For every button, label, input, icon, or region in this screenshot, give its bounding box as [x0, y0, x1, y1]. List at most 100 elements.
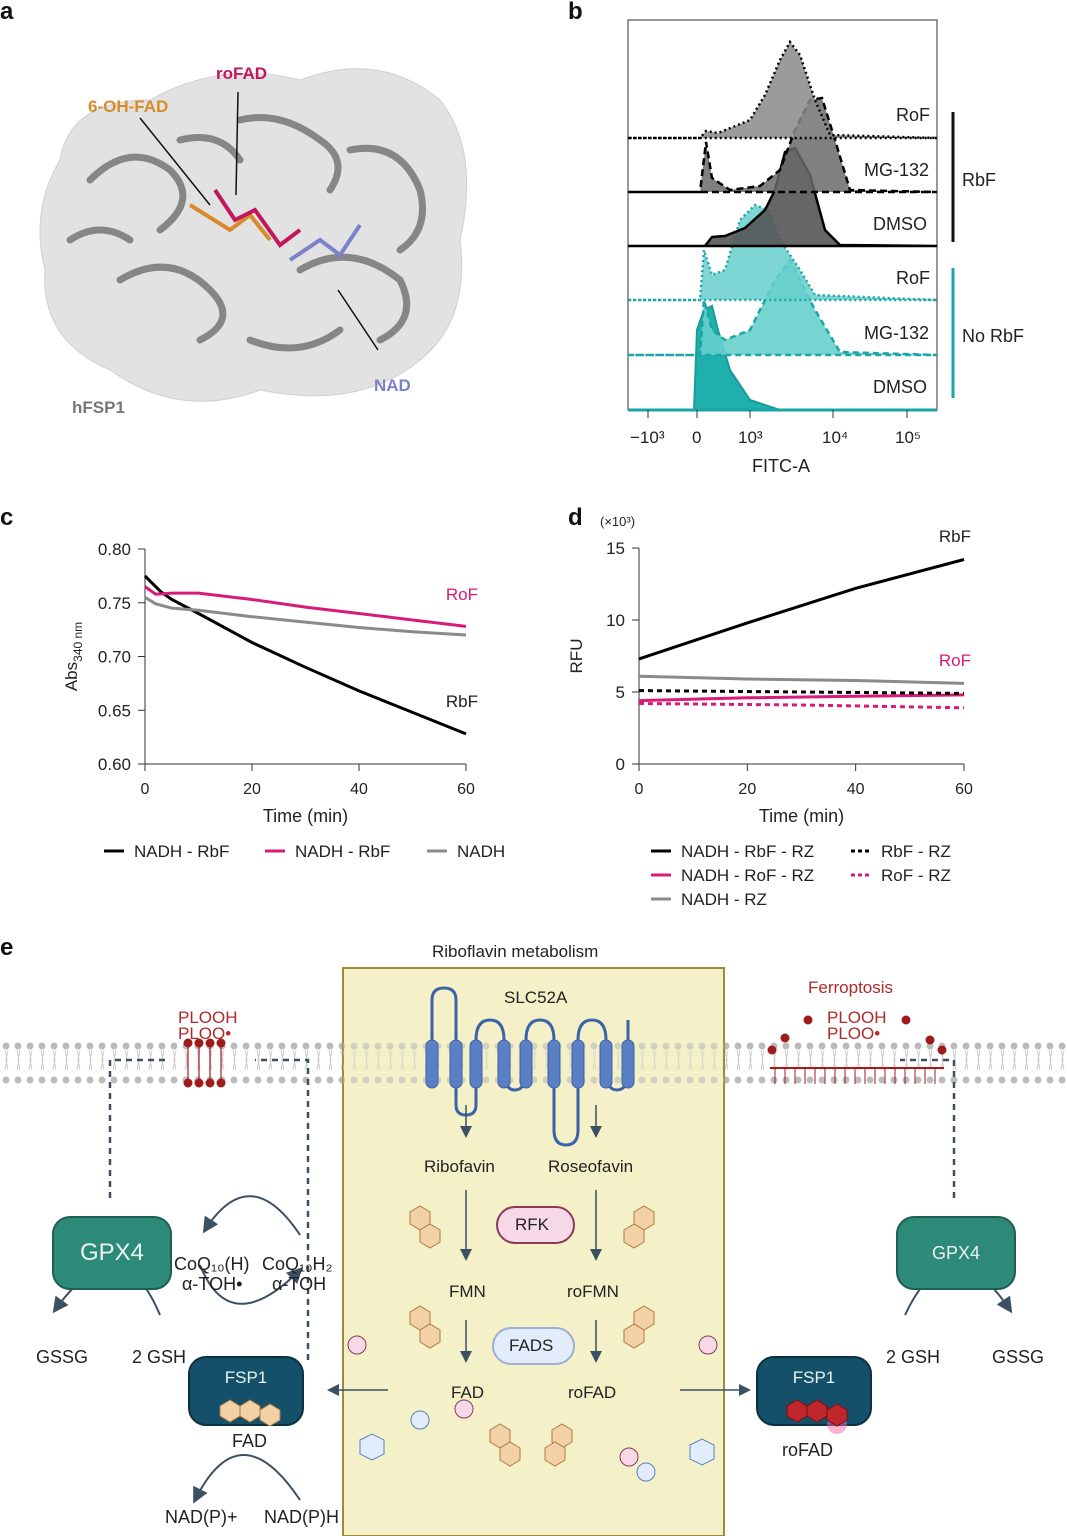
- chart-d: 0 20 40 60 15 10 5 0 Time (min) RFU (×10³) RbF RoF NA…: [567, 514, 973, 909]
- rofmn-label: roFMN: [567, 1282, 619, 1301]
- chart-c: 0 20 40 60 0.80 0.75 0.70 0.65 0.60 Time (min) Abs…: [62, 540, 505, 861]
- y-tick-label: 0.75: [98, 594, 131, 613]
- label-rofad: roFAD: [216, 64, 267, 83]
- rofad-cofactor-icon: [786, 1399, 848, 1434]
- group-label-norbf: No RbF: [962, 326, 1025, 346]
- gpx4-right: GPX4: [896, 1216, 1016, 1290]
- y-scale-note: (×10³): [600, 514, 635, 529]
- protein-structure: [39, 68, 468, 402]
- legend-label: NADH: [457, 842, 505, 861]
- hist-norbf-rof: [628, 203, 938, 302]
- y-axis-label: RFU: [567, 639, 586, 674]
- atoh-label: α-TOH: [272, 1274, 327, 1294]
- riboflavin-title: Riboflavin metabolism: [432, 942, 599, 961]
- gsh-right: 2 GSH: [886, 1347, 941, 1367]
- legend-label: NADH - RbF: [295, 842, 390, 861]
- series-annotation: RbF: [446, 692, 478, 711]
- x-tick-label: 60: [457, 781, 475, 798]
- x-tick-label: 60: [955, 781, 973, 798]
- row-label: MG-132: [864, 323, 930, 343]
- atoh-radical-label: α-TOH•: [182, 1274, 243, 1294]
- y-tick-label: 0.70: [98, 648, 131, 667]
- x-tick-label: 20: [738, 781, 756, 798]
- series-line-1: [143, 574, 467, 736]
- fmn-label: FMN: [449, 1282, 486, 1301]
- nadph-label: NAD(P)H: [264, 1507, 339, 1527]
- ploo-right: PLOO•: [827, 1024, 881, 1043]
- x-tick: −10³: [630, 428, 665, 447]
- panel-letter-b: b: [568, 0, 583, 25]
- series-line-3: [144, 596, 467, 637]
- gssg-right: GSSG: [992, 1347, 1045, 1367]
- flavin-molecules: [409, 1205, 655, 1467]
- oxidized-lipids-left: [183, 1038, 226, 1088]
- x-tick: 10⁵: [895, 428, 921, 447]
- rofad-label: roFAD: [568, 1383, 617, 1402]
- y-tick-label: 0.65: [98, 701, 131, 720]
- row-label: DMSO: [873, 214, 927, 234]
- rofad-bound-label: roFAD: [782, 1440, 834, 1460]
- gsh-left: 2 GSH: [132, 1347, 187, 1367]
- y-axis-label: Abs340 nm: [62, 622, 85, 691]
- row-label: DMSO: [873, 377, 927, 397]
- legend-label: NADH - RZ: [681, 890, 767, 909]
- fsp1-right: FSP1: [756, 1356, 872, 1426]
- fads-enzyme: [492, 1327, 575, 1365]
- row-label: RoF: [896, 268, 931, 288]
- series-line-3: [638, 674, 965, 685]
- roseofavin-label: Roseofavin: [548, 1157, 634, 1176]
- fad-cofactor-icon: [219, 1399, 281, 1426]
- fads-label: FADS: [509, 1336, 554, 1355]
- x-tick-label: 0: [635, 781, 644, 798]
- legend-label: NADH - RbF: [134, 842, 229, 861]
- x-tick: 0: [692, 428, 702, 447]
- y-tick-label: 0.80: [98, 540, 131, 559]
- series-annotation: RoF: [939, 651, 971, 670]
- x-tick: 10⁴: [822, 428, 849, 447]
- nadp-label: NAD(P)+: [165, 1507, 238, 1527]
- x-tick: 10³: [738, 428, 763, 447]
- y-tick-label: 5: [616, 683, 625, 702]
- y-tick-label: 15: [606, 539, 625, 558]
- hist-norbf-mg132: [628, 257, 938, 357]
- coq10h2-label: CoQ₁₀H₂: [262, 1254, 333, 1274]
- legend-label: RoF - RZ: [881, 866, 951, 885]
- plooh-right: PLOOH: [827, 1008, 887, 1027]
- panel-letter-c: c: [0, 504, 14, 531]
- oxidized-lipids-right: [767, 1015, 947, 1084]
- x-tick-label: 20: [243, 781, 261, 798]
- x-tick-label: 40: [847, 781, 865, 798]
- series-line-2: [144, 585, 467, 628]
- y-tick-label: 10: [606, 611, 625, 630]
- x-tick-label: 0: [141, 781, 150, 798]
- plooh-left: PLOOH: [178, 1008, 238, 1027]
- fad-bound-label: FAD: [232, 1431, 268, 1451]
- gpx4-left: GPX4: [52, 1216, 172, 1290]
- series-line-5: [638, 702, 965, 710]
- legend-label: NADH - RoF - RZ: [681, 866, 814, 885]
- panel-letter-d: d: [568, 504, 583, 531]
- series-line-4: [638, 689, 965, 695]
- label-hfsp1: hFSP1: [72, 398, 125, 417]
- flow-histogram: [627, 19, 955, 418]
- series-annotation: RoF: [446, 585, 478, 604]
- gssg-left: GSSG: [36, 1347, 89, 1367]
- slc52a-label: SLC52A: [504, 988, 568, 1007]
- x-axis-label: FITC-A: [752, 456, 810, 476]
- ploo-left: PLOO•: [178, 1024, 232, 1043]
- ribofavin-label: Ribofavin: [424, 1157, 495, 1176]
- rfk-label: RFK: [515, 1215, 549, 1234]
- rfk-enzyme: [496, 1206, 575, 1244]
- pathway-diagram: [0, 967, 1067, 1536]
- coq10h-label: CoQ₁₀(H): [174, 1254, 250, 1274]
- ferroptosis-label: Ferroptosis: [808, 978, 894, 997]
- row-label: RoF: [896, 105, 931, 125]
- y-tick-label: 0.60: [98, 755, 131, 774]
- hist-rbf-mg132: [628, 96, 938, 194]
- row-label: MG-132: [864, 160, 930, 180]
- series-line-1: [638, 558, 965, 661]
- x-axis-label: Time (min): [759, 806, 844, 826]
- legend-label: NADH - RbF - RZ: [681, 842, 814, 861]
- y-tick-label: 0: [616, 755, 625, 774]
